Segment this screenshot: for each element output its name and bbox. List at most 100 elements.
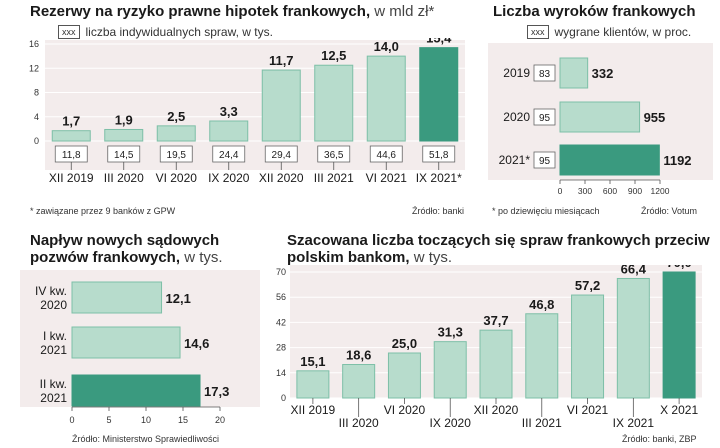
chart1-bar <box>156 125 196 142</box>
chart4-category-label: III 2021 <box>522 416 562 430</box>
chart1-secondary-label: 14,5 <box>114 150 134 161</box>
chart2-title: Liczba wyroków frankowych <box>493 3 696 20</box>
chart1-ytick-label: 16 <box>29 39 39 49</box>
chart4-bar <box>525 313 559 399</box>
chart4-title-line1: Szacowana liczba toczących się spraw fra… <box>287 232 710 249</box>
chart1-legend: xxx liczba indywidualnych spraw, w tys. <box>58 25 273 39</box>
chart1-category-label: III 2021 <box>314 171 354 185</box>
chart3-category-label: IV kw. <box>35 284 67 298</box>
chart4-value-label: 18,6 <box>346 348 371 363</box>
chart4-ytick-label: 28 <box>276 343 286 353</box>
chart4-category-label: III 2020 <box>339 416 379 430</box>
chart2-value-label: 1192 <box>663 153 691 168</box>
chart1-bar <box>104 128 144 142</box>
chart2-legend-box: xxx <box>527 25 549 39</box>
chart4-category-label: X 2021 <box>660 403 698 417</box>
chart1-value-label: 12,5 <box>321 48 346 63</box>
chart2-secondary-box <box>533 151 556 169</box>
chart1-value-label: 14,0 <box>374 39 399 54</box>
chart1-secondary-label: 24,4 <box>219 150 239 161</box>
chart4-source: Źródło: banki, ZBP <box>622 434 697 444</box>
chart4-ytick-label: 56 <box>276 292 286 302</box>
chart4-title-line2: polskim bankom, <box>287 249 410 266</box>
chart1-legend-box: xxx <box>58 25 80 39</box>
chart1-category-label: XII 2019 <box>49 171 94 185</box>
chart4-svg: 70 56 42 28 14 0 15,1 XII 2019 18,6 III 2020 25,0 V… <box>276 265 702 430</box>
chart3-bar <box>71 281 163 314</box>
chart3-category-label: 2021 <box>40 391 67 405</box>
chart4-value-label: 15,1 <box>300 354 325 369</box>
chart4-category-label: IX 2021 <box>613 416 655 430</box>
chart3-xtick-label: 20 <box>215 415 225 425</box>
chart2-secondary-label: 95 <box>539 156 551 167</box>
chart1-title-text: Rezerwy na ryzyko prawne hipotek frankow… <box>30 3 371 20</box>
chart3-bar <box>71 374 201 407</box>
chart1-category-label: III 2020 <box>104 171 144 185</box>
chart1-secondary-label: 11,8 <box>62 150 81 161</box>
chart4-ytick-label: 70 <box>276 267 286 277</box>
chart4-bar <box>479 329 513 399</box>
chart2-xtick-label: 600 <box>603 186 617 196</box>
chart2-category-label: 2019 <box>503 66 530 80</box>
chart4-bar <box>571 294 605 399</box>
chart3-title: Napływ nowych sądowych pozwów frankowych… <box>30 232 223 266</box>
chart1-footnote: * zawiązane przez 9 banków z GPW <box>30 206 176 216</box>
chart2-value-label: 955 <box>644 110 666 125</box>
chart4-category-label: VI 2020 <box>384 403 426 417</box>
chart1-bar <box>261 69 301 142</box>
chart4-bar <box>662 271 696 399</box>
chart1-value-label: 1,7 <box>62 114 80 129</box>
chart4-title-unit: w tys. <box>413 249 453 266</box>
chart1-value-label: 1,9 <box>115 112 133 127</box>
chart1-secondary-label: 29,4 <box>272 150 292 161</box>
chart3-source: Źródło: Ministerstwo Sprawiedliwości <box>72 434 220 444</box>
chart4-value-label: 25,0 <box>392 336 417 351</box>
chart3-value-label: 17,3 <box>204 384 229 399</box>
chart1-secondary-label: 51,8 <box>429 150 449 161</box>
chart4-value-label: 70,0 <box>666 265 691 270</box>
chart1-category-label: IX 2021* <box>416 171 462 185</box>
chart1-svg: 16 12 8 4 0 1,7 11,8 XII 2019 1,9 14,5 III 2020 2,5… <box>29 38 465 185</box>
chart2-bar <box>559 144 660 176</box>
chart2-xtick-label: 300 <box>578 186 592 196</box>
chart1-ytick-label: 8 <box>34 88 39 98</box>
chart1-bar <box>209 120 249 142</box>
chart3-category-label: 2020 <box>40 298 67 312</box>
chart1-category-label: VI 2021 <box>366 171 408 185</box>
chart3-xtick-label: 15 <box>178 415 188 425</box>
chart3-title-unit: w tys. <box>184 249 223 266</box>
chart1-ytick-label: 0 <box>34 136 39 146</box>
chart3-category-label: 2021 <box>40 343 67 357</box>
chart3-category-label: II kw. <box>40 377 67 391</box>
chart1-secondary-label: 44,6 <box>377 150 397 161</box>
chart2-bar <box>559 57 589 89</box>
chart4-category-label: XII 2020 <box>474 403 519 417</box>
chart4-value-label: 46,8 <box>529 297 554 312</box>
chart2-secondary-label: 83 <box>539 69 551 80</box>
chart2-legend-text: wygrane klientów, w proc. <box>554 25 692 39</box>
chart2-xtick-label: 900 <box>628 186 642 196</box>
chart3-title-line2: pozwów frankowych, <box>30 249 181 266</box>
chart2-svg: 2019 83 332 2020 95 955 2021* 95 1192 0 300 600 900 1… <box>488 43 713 196</box>
chart1-ytick-label: 12 <box>29 63 39 73</box>
chart3-bar <box>71 326 181 359</box>
chart1-bar <box>314 64 354 142</box>
chart3-xtick-label: 5 <box>106 415 111 425</box>
chart1-legend-text: liczba indywidualnych spraw, w tys. <box>85 25 273 39</box>
chart4-value-label: 31,3 <box>438 325 463 340</box>
chart2-source: Źródło: Votum <box>641 206 698 216</box>
chart2-secondary-box <box>533 64 556 82</box>
chart1-source: Źródło: banki <box>412 206 465 216</box>
chart1-category-label: VI 2020 <box>156 171 198 185</box>
chart1-value-label: 15,4 <box>426 38 452 46</box>
chart4-bar <box>296 370 330 399</box>
chart4-category-label: XII 2019 <box>291 403 336 417</box>
chart1-title-unit: w mld zł* <box>374 3 435 20</box>
chart4-value-label: 57,2 <box>575 278 600 293</box>
chart4-bar <box>387 352 421 399</box>
chart2-xtick-label: 1200 <box>651 186 670 196</box>
chart4-category-label: IX 2020 <box>430 416 472 430</box>
chart4-title: Szacowana liczba toczących się spraw fra… <box>287 232 710 266</box>
chart2-category-label: 2021* <box>499 153 531 167</box>
chart2-footnote: * po dziewięciu miesiącach <box>492 206 600 216</box>
